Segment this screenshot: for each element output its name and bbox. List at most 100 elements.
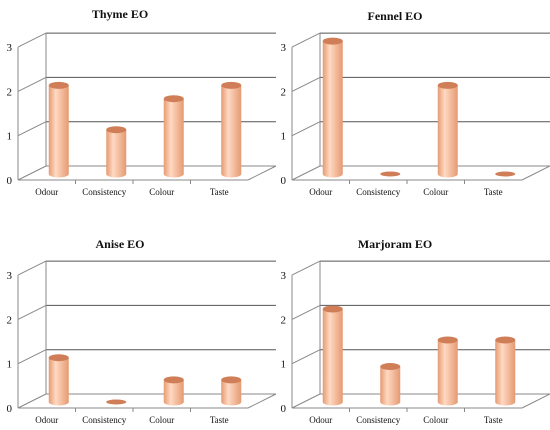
bar-top-ellipse [380,363,401,371]
y-tick-label: 2 [281,314,287,326]
bar [380,171,401,177]
chart-title: Anise EO [95,237,144,251]
x-tick-label: Consistency [356,415,400,425]
chart-title: Marjoram EO [358,237,432,251]
grid-connector [17,32,47,48]
bar [106,399,127,405]
y-tick-label: 0 [281,175,287,187]
bar-body [437,339,458,406]
x-tick-label: Odour [309,187,332,197]
bar-top-ellipse [106,126,127,134]
bar-top-ellipse [163,95,184,103]
bar-top-ellipse [163,376,184,384]
grid-connector [291,76,321,92]
chart-panel-2: Anise EO 0 1 2 3 Odour Consistency Colour Taste [7,237,277,425]
y-tick-label: 3 [7,42,13,54]
bar-body [221,85,242,178]
y-tick-label: 0 [281,403,287,415]
grid-connector [17,121,47,137]
x-tick-label: Odour [35,415,58,425]
grid-connector [17,349,47,365]
chart-panel-1: Fennel EO 0 1 2 3 Odour Consistency Colour Taste [281,9,550,197]
bar [437,81,458,178]
y-tick-label: 3 [7,270,13,282]
grid-connector [17,165,47,181]
bar [322,37,343,178]
bar-top-ellipse [48,354,69,362]
bar-top-ellipse [221,81,242,89]
bar-top-ellipse [322,37,343,45]
x-tick-label: Colour [423,415,448,425]
bar-body [380,366,401,406]
y-tick-label: 1 [281,131,287,143]
bar-body [437,85,458,178]
bar-body [163,98,184,178]
floor-right-edge [247,393,277,409]
bar [163,376,184,406]
chart-panel-0: Thyme EO 0 1 2 3 Odour Consistency Colour Taste [7,7,277,197]
bar-body [48,85,69,178]
y-tick-label: 3 [281,42,287,54]
bar-top-ellipse [437,336,458,344]
bar [437,336,458,406]
bar-top-ellipse [48,81,69,89]
bar [495,336,516,406]
x-tick-label: Taste [484,187,503,197]
bar-body [48,357,69,406]
bar-base-ellipse [495,171,516,177]
bar [48,354,69,406]
bar [221,376,242,406]
bar-body [106,129,127,178]
bar-body [322,308,343,406]
y-tick-label: 2 [281,86,287,98]
chart-panel-3: Marjoram EO 0 1 2 3 Odour Consistency Colour Tas… [281,237,550,425]
grid-connector [291,121,321,137]
y-tick-label: 1 [7,359,13,371]
bar-body [163,379,184,406]
grid-connector [291,32,321,48]
bar [106,126,127,178]
grid-connector [17,304,47,320]
bar [163,95,184,178]
x-tick-label: Consistency [82,415,126,425]
bar-top-ellipse [221,376,242,384]
bar-base-ellipse [380,171,401,177]
grid-connector [291,304,321,320]
grid-connector [17,260,47,276]
x-tick-label: Odour [35,187,58,197]
grid-connector [291,393,321,409]
y-tick-label: 0 [7,403,13,415]
bar-top-ellipse [322,305,343,313]
bar [380,363,401,406]
chart-title: Thyme EO [92,7,148,21]
chart-title: Fennel EO [367,9,422,23]
y-tick-label: 2 [7,86,13,98]
x-tick-label: Colour [149,415,174,425]
x-tick-label: Taste [484,415,503,425]
bar [495,171,516,177]
grid-connector [291,165,321,181]
grid-connector [291,260,321,276]
y-tick-label: 1 [7,131,13,143]
x-tick-label: Taste [210,415,229,425]
x-tick-label: Taste [210,187,229,197]
x-tick-label: Consistency [82,187,126,197]
bar [48,81,69,178]
bar [221,81,242,178]
y-tick-label: 0 [7,175,13,187]
bar-top-ellipse [495,336,516,344]
bar-base-ellipse [106,399,127,405]
grid-connector [17,76,47,92]
floor-right-edge [521,165,550,181]
x-tick-label: Colour [149,187,174,197]
y-tick-label: 1 [281,359,287,371]
grid-connector [17,393,47,409]
bar-top-ellipse [437,81,458,89]
bar-body [221,379,242,406]
y-tick-label: 2 [7,314,13,326]
x-tick-label: Odour [309,415,332,425]
x-tick-label: Colour [423,187,448,197]
bar-body [495,339,516,406]
bar-body [322,41,343,178]
y-tick-label: 3 [281,270,287,282]
